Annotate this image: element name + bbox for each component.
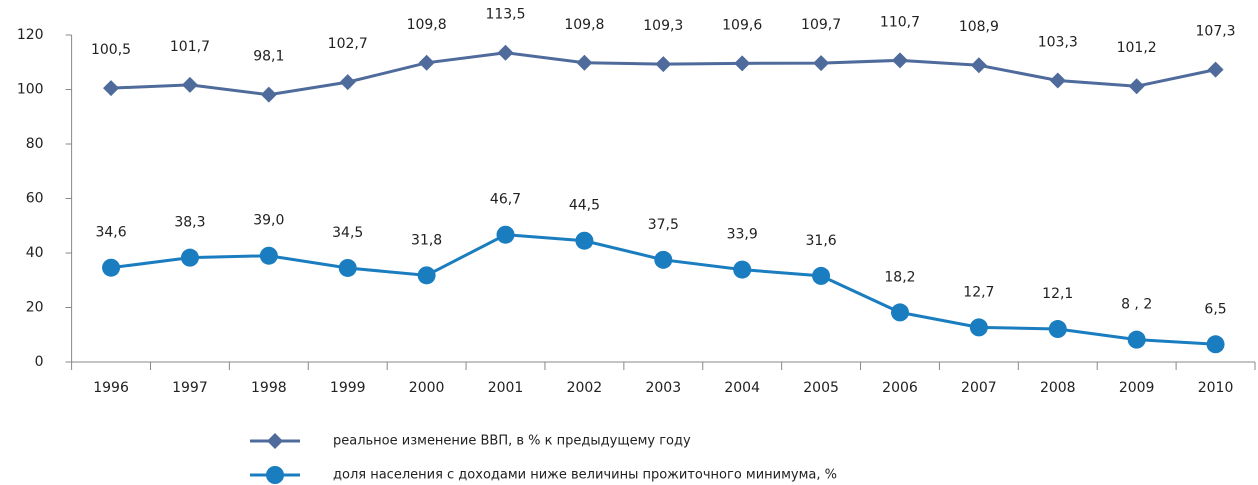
- point: [970, 57, 987, 74]
- data-label: 31,6: [806, 233, 837, 249]
- legend-label: доля населения с доходами ниже величины …: [333, 468, 837, 483]
- point: [103, 80, 120, 97]
- data-label: 12,7: [963, 284, 994, 300]
- point: [655, 56, 672, 73]
- point: [891, 52, 908, 69]
- x-tick-label: 2006: [882, 380, 918, 396]
- y-tick-label: 80: [26, 136, 44, 152]
- x-tick-label: 2003: [645, 380, 681, 396]
- point: [969, 318, 988, 337]
- legend-label: реальное изменение ВВП, в % к предыдущем…: [333, 434, 691, 449]
- x-tick-label: 1999: [330, 380, 366, 396]
- point: [1048, 320, 1067, 339]
- x-tick-label: 1997: [172, 380, 208, 396]
- x-tick-label: 2005: [803, 380, 839, 396]
- data-label: 100,5: [91, 42, 131, 58]
- x-tick-label: 2000: [409, 380, 445, 396]
- point: [733, 260, 752, 279]
- point: [813, 55, 830, 72]
- point: [259, 246, 278, 265]
- y-tick-label: 20: [26, 300, 44, 316]
- data-label: 8 , 2: [1121, 297, 1152, 313]
- data-label: 110,7: [880, 14, 920, 30]
- point: [654, 250, 673, 269]
- y-tick-label: 120: [17, 27, 44, 43]
- y-tick-label: 0: [35, 354, 44, 370]
- data-label: 12,1: [1042, 286, 1073, 302]
- data-label: 18,2: [884, 269, 915, 285]
- data-label: 34,6: [95, 225, 126, 241]
- data-label: 46,7: [490, 192, 521, 208]
- x-tick-label: 2001: [488, 380, 524, 396]
- data-label: 6,5: [1204, 301, 1226, 317]
- point: [102, 258, 121, 277]
- x-tick-label: 1996: [93, 380, 129, 396]
- point: [1207, 61, 1224, 78]
- point: [575, 231, 594, 250]
- x-tick-label: 2004: [724, 380, 760, 396]
- data-label: 34,5: [332, 225, 363, 241]
- x-tick-label: 2008: [1040, 380, 1076, 396]
- data-label: 102,7: [328, 36, 368, 52]
- data-label: 98,1: [253, 49, 284, 65]
- data-label: 37,5: [648, 217, 679, 233]
- data-label: 109,3: [643, 18, 683, 34]
- x-tick-label: 2007: [961, 380, 997, 396]
- y-tick-label: 60: [26, 191, 44, 207]
- data-label: 107,3: [1196, 24, 1236, 40]
- data-label: 101,2: [1117, 40, 1157, 56]
- data-label: 113,5: [485, 7, 525, 23]
- point: [496, 225, 515, 244]
- point: [1128, 78, 1145, 95]
- x-tick-label: 2009: [1119, 380, 1155, 396]
- data-label: 38,3: [174, 215, 205, 231]
- point: [339, 74, 356, 91]
- data-label: 108,9: [959, 19, 999, 35]
- y-tick-label: 100: [17, 82, 44, 98]
- point: [260, 86, 277, 103]
- point: [418, 54, 435, 71]
- point: [497, 44, 514, 61]
- data-label: 109,8: [564, 17, 604, 33]
- point: [181, 76, 198, 93]
- point: [180, 248, 199, 267]
- data-label: 33,9: [727, 227, 758, 243]
- data-label: 31,8: [411, 232, 442, 248]
- legend-marker: [266, 466, 284, 484]
- data-label: 109,7: [801, 17, 841, 33]
- data-label: 44,5: [569, 198, 600, 214]
- x-tick-label: 2002: [567, 380, 603, 396]
- point: [417, 266, 436, 285]
- data-label: 101,7: [170, 39, 210, 55]
- point: [734, 55, 751, 72]
- point: [1127, 330, 1146, 349]
- data-label: 109,6: [722, 17, 762, 33]
- legend-marker: [267, 433, 283, 449]
- y-tick-label: 40: [26, 245, 44, 261]
- data-label: 103,3: [1038, 35, 1078, 51]
- point: [576, 54, 593, 71]
- point: [1049, 72, 1066, 89]
- x-tick-label: 2010: [1198, 380, 1234, 396]
- data-label: 109,8: [407, 17, 447, 33]
- point: [338, 258, 357, 277]
- point: [812, 266, 831, 285]
- data-label: 39,0: [253, 213, 284, 229]
- point: [890, 303, 909, 322]
- point: [1206, 335, 1225, 354]
- x-tick-label: 1998: [251, 380, 287, 396]
